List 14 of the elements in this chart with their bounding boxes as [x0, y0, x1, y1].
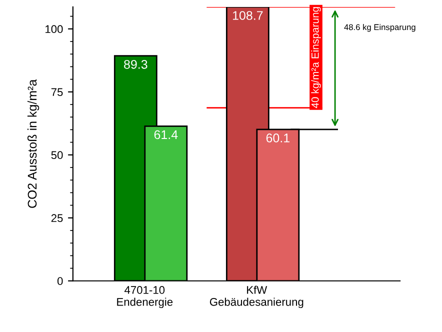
data-label: 60.1	[266, 134, 290, 142]
data-label: 108.7	[232, 11, 263, 20]
annotation: 40 kg/m²a Einsparung	[311, 7, 321, 108]
x-tick-label: KfW Gebäudesanierung	[210, 286, 304, 308]
y-tick-label: 75	[51, 88, 63, 96]
y-axis-title: CO2 Ausstoß in kg/m²a	[27, 79, 40, 208]
y-tick-label: 100	[46, 25, 63, 34]
data-label: 61.4	[154, 130, 178, 140]
annotation: 48.6 kg Einsparung	[344, 24, 416, 32]
y-tick-label: 0	[57, 277, 63, 286]
y-tick-label: 50	[51, 151, 63, 160]
x-tick-label: 4701-10 Endenergie	[117, 286, 173, 308]
data-label: 89.3	[124, 60, 148, 69]
y-tick-label: 25	[51, 214, 63, 222]
